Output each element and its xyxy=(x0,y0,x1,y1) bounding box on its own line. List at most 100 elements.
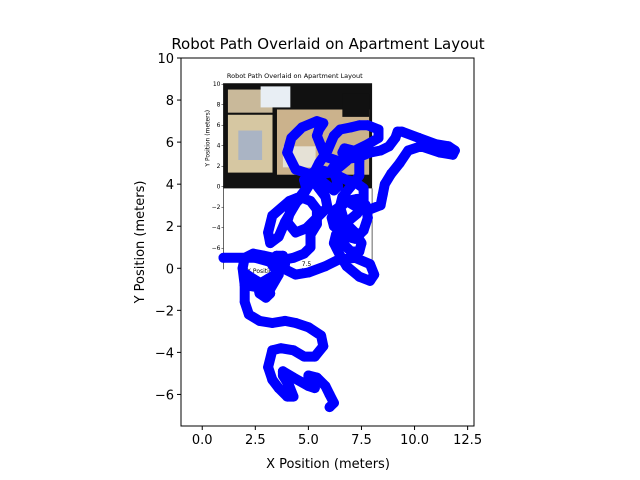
path-point xyxy=(373,124,384,135)
path-point xyxy=(324,402,335,413)
path-point xyxy=(365,204,375,215)
path-point xyxy=(303,370,314,381)
y-axis-label: Y Position (meters) xyxy=(133,181,148,305)
path-point xyxy=(354,271,365,282)
path-point xyxy=(288,252,299,263)
inset-title: Robot Path Overlaid on Apartment Layout xyxy=(227,72,363,80)
inset-y-tick-label: 0 xyxy=(217,184,221,191)
axes-frame xyxy=(180,57,475,427)
inset-y-tick-label: −2 xyxy=(212,204,221,211)
path-point xyxy=(303,267,314,278)
x-tick-label: 0.0 xyxy=(192,433,213,448)
inset-y-label: Y Position (meters) xyxy=(204,110,211,168)
path-point xyxy=(331,229,341,240)
y-tick-label: 6 xyxy=(166,136,174,151)
path-point xyxy=(273,231,284,242)
inset-x-tick-label: 7.5 xyxy=(302,261,312,268)
inset-y-tick-label: 4 xyxy=(217,143,221,150)
path-point xyxy=(286,132,297,143)
path-point xyxy=(305,168,316,179)
path-point xyxy=(299,351,310,362)
path-point xyxy=(290,227,301,238)
inset-y-tick-label: −6 xyxy=(212,245,221,252)
inset-y-tick-label: 6 xyxy=(217,122,221,129)
path-point xyxy=(348,145,358,156)
path-point xyxy=(403,145,414,156)
x-tick-label: 12.5 xyxy=(453,433,482,448)
y-tick-label: −6 xyxy=(155,388,174,403)
y-tick-label: 0 xyxy=(166,262,174,277)
path-point xyxy=(328,130,339,141)
x-axis: 0.0 2.5 5.0 7.5 10.0 12.5 xyxy=(192,426,482,448)
path-point xyxy=(311,212,322,223)
path-point xyxy=(320,381,331,391)
path-point xyxy=(333,156,344,166)
path-point xyxy=(447,149,458,160)
floorplan-dining-table xyxy=(238,130,263,160)
path-point xyxy=(352,202,363,213)
path-point xyxy=(386,168,397,179)
path-point xyxy=(333,254,344,265)
path-point xyxy=(309,383,320,394)
x-tick-label: 10.0 xyxy=(400,433,429,448)
path-point xyxy=(314,183,324,194)
path-point xyxy=(328,238,339,249)
path-point xyxy=(354,120,365,131)
y-tick-label: 4 xyxy=(166,178,174,193)
path-point xyxy=(365,259,375,270)
path-point xyxy=(341,196,352,206)
floorplan-dark-corner xyxy=(342,93,370,117)
inset-y-tick-label: 10 xyxy=(213,81,221,88)
y-tick-label: −4 xyxy=(155,346,174,361)
path-point xyxy=(379,179,390,190)
path-point xyxy=(288,372,299,383)
path-point xyxy=(277,250,288,261)
path-point xyxy=(290,318,301,328)
path-point xyxy=(265,288,276,299)
path-point xyxy=(318,341,329,352)
path-point xyxy=(239,296,250,307)
path-point xyxy=(377,189,388,200)
path-point xyxy=(282,217,293,227)
path-point xyxy=(341,261,352,272)
path-point xyxy=(350,227,361,238)
path-point xyxy=(305,242,316,253)
path-point xyxy=(320,191,331,202)
path-point xyxy=(299,248,310,259)
path-point xyxy=(290,269,301,280)
path-point xyxy=(263,362,274,373)
path-point xyxy=(394,158,405,169)
path-point xyxy=(356,238,367,249)
path-point xyxy=(305,196,316,206)
y-tick-label: −2 xyxy=(155,304,174,319)
path-point xyxy=(343,153,354,164)
path-point xyxy=(354,170,365,181)
path-point xyxy=(301,223,312,234)
path-point xyxy=(375,145,386,156)
x-axis-label: X Position (meters) xyxy=(266,457,390,472)
path-point xyxy=(280,259,290,270)
y-tick-label: 10 xyxy=(157,52,174,67)
path-point xyxy=(373,132,384,143)
path-point xyxy=(339,217,350,227)
path-point xyxy=(358,183,369,194)
path-point xyxy=(288,391,299,402)
path-point xyxy=(297,191,307,202)
path-point xyxy=(290,164,301,175)
path-point xyxy=(239,280,250,291)
path-point xyxy=(435,147,445,158)
path-point xyxy=(345,122,356,133)
path-point xyxy=(309,351,320,362)
path-point xyxy=(333,181,344,192)
path-point xyxy=(218,252,229,263)
path-point xyxy=(322,145,333,156)
path-point xyxy=(335,124,346,135)
path-point xyxy=(415,141,426,152)
path-point xyxy=(337,147,348,158)
y-tick-label: 8 xyxy=(166,94,174,109)
y-axis: −6 −4 −2 0 2 4 6 8 10 xyxy=(155,52,181,403)
path-point xyxy=(284,381,295,391)
path-point xyxy=(273,383,284,394)
path-point xyxy=(384,141,395,152)
inset-y-tick-label: 2 xyxy=(217,163,221,170)
